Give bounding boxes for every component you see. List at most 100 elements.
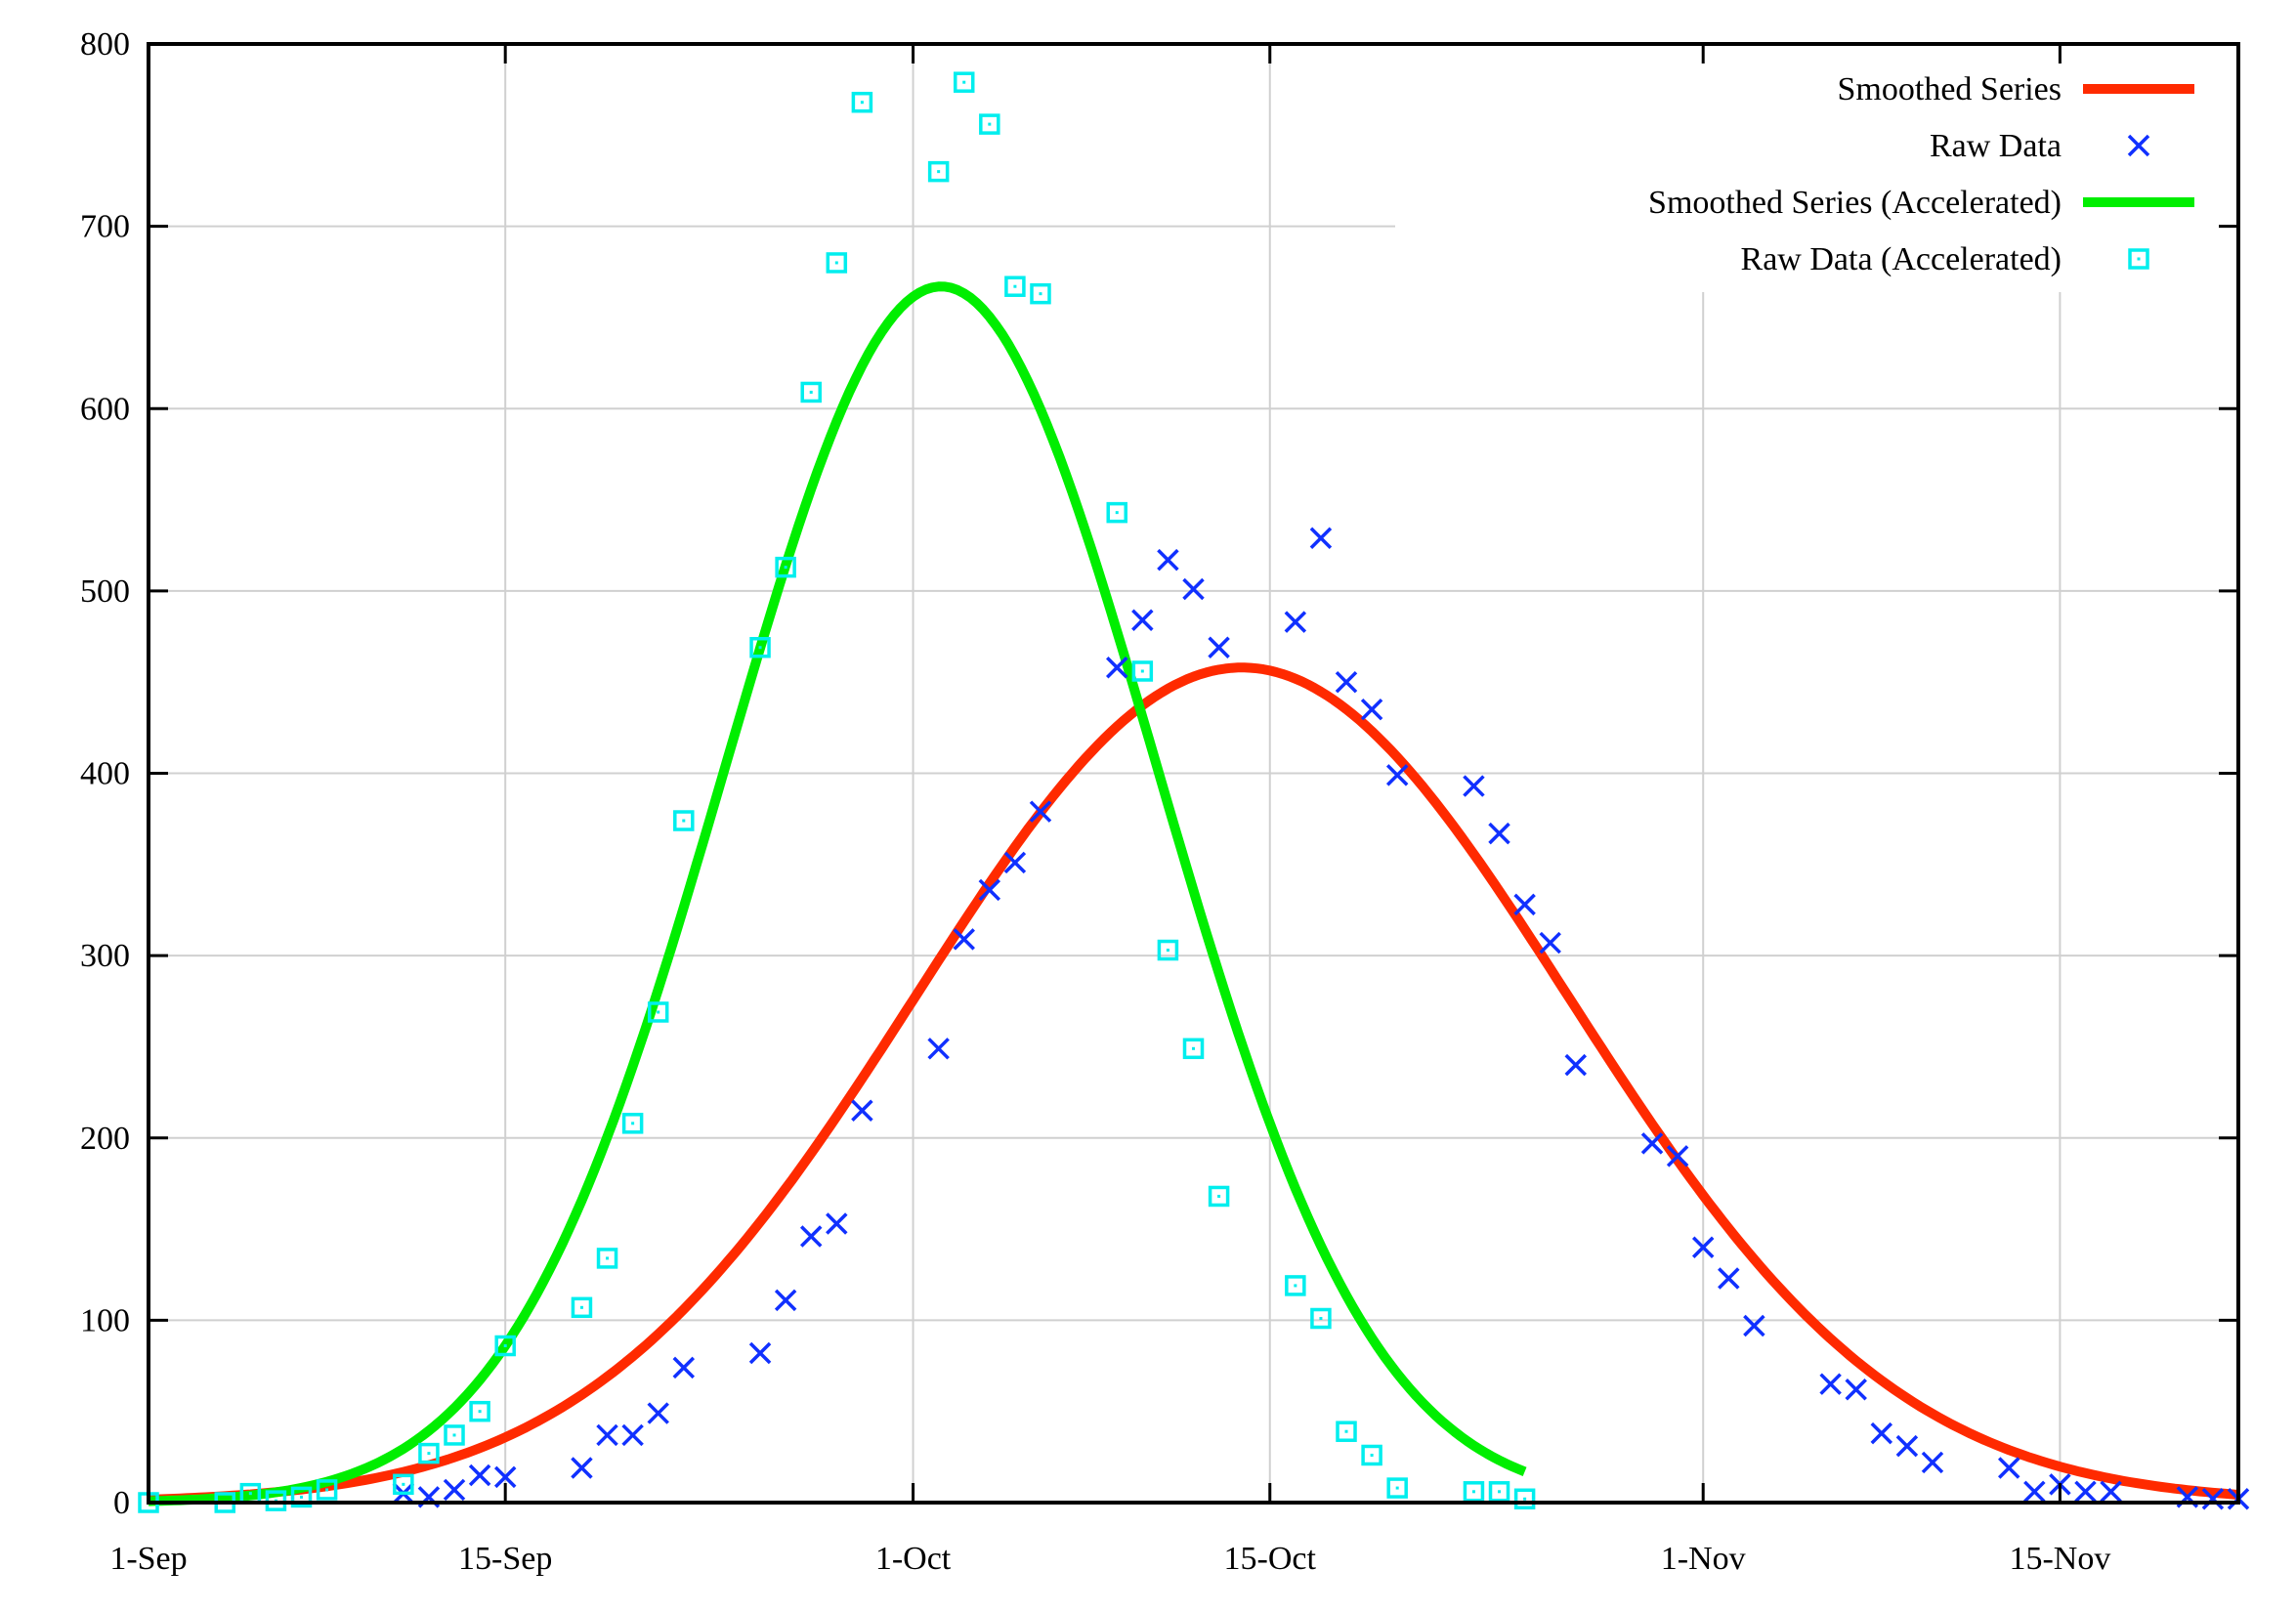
raw-data-point [748,1341,772,1365]
x-marker [621,1423,644,1447]
square-marker-dot [682,819,686,823]
raw-data-point [1360,698,1383,721]
raw-data-point [1208,636,1230,658]
accelerated-data-point [571,1296,593,1319]
accelerated-data-point [444,1424,465,1446]
square-marker [393,1473,414,1496]
accelerated-data-point [1488,1481,1510,1503]
accelerated-data-point [775,556,796,578]
x-marker [851,1099,873,1122]
square-marker-dot [657,1010,660,1014]
raw-data-point [826,1212,848,1235]
y-tick-label: 700 [80,209,130,245]
y-tick-label: 800 [80,26,130,63]
square-marker [826,252,848,274]
legend-entry: Raw Data (Accelerated) [1741,241,2149,277]
x-marker [1997,1457,2020,1479]
raw-data-point [1284,611,1307,633]
square-marker [775,556,796,578]
x-marker [774,1289,797,1312]
raw-data-point [1463,775,1485,797]
raw-data-point [1539,931,1561,954]
x-marker [927,1038,950,1060]
legend-x-marker-icon [2127,134,2150,157]
square-marker-dot [937,170,941,174]
y-tick-label: 100 [80,1302,130,1338]
x-marker [468,1464,491,1487]
square-marker [851,91,873,113]
x-marker [1921,1451,1944,1474]
square-marker-dot [860,101,864,105]
square-marker [1030,282,1051,305]
x-marker [1385,764,1409,786]
accelerated-data-point [393,1473,414,1496]
x-marker [1895,1434,1919,1458]
x-marker [1284,611,1307,633]
accelerated-data-point [826,252,848,274]
accelerated-data-point [1004,276,1026,297]
accelerated-data-point [1361,1444,1382,1466]
x-marker [1335,670,1358,694]
raw-data-point [1640,1132,1664,1155]
x-marker [1819,1373,1842,1395]
square-marker-dot [248,1492,252,1496]
raw-data-point [571,1457,593,1479]
x-marker [1666,1145,1689,1167]
x-marker [1488,822,1510,845]
raw-data-point [1106,657,1128,679]
square-marker-dot [631,1122,635,1125]
x-tick-label: 1-Nov [1661,1541,1746,1577]
accelerated-data-point [1463,1481,1485,1503]
square-marker-dot [427,1452,431,1456]
square-marker [1513,1488,1536,1510]
x-marker [1182,577,1205,601]
square-marker [1310,1307,1332,1330]
raw-data-point [1488,822,1510,845]
x-marker [2201,1488,2225,1510]
raw-data-point [1743,1314,1765,1337]
square-marker [647,1001,669,1023]
square-marker [1488,1481,1510,1503]
raw-data-point [1335,670,1358,694]
x-marker [1691,1236,1715,1258]
raw-data-point [1870,1421,1893,1445]
raw-data-point [2201,1488,2225,1510]
square-marker-dot [579,1305,583,1309]
square-marker-dot [988,122,992,126]
accelerated-data-point [1157,939,1179,961]
square-marker [953,71,975,93]
accelerated-data-point [469,1400,490,1422]
square-marker [1336,1421,1357,1442]
x-marker [799,1225,823,1248]
accelerated-data-point [1386,1477,1408,1499]
accelerated-data-point [1106,501,1127,524]
legend-entry: Raw Data [1930,128,2150,164]
x-marker [1743,1314,1765,1337]
accelerated-data-point [1336,1421,1357,1442]
series-line-2 [148,281,1527,1506]
x-marker [826,1212,848,1235]
square-marker-dot [1013,284,1017,288]
raw-data-point [1003,851,1027,874]
x-tick-label: 15-Oct [1224,1541,1317,1577]
square-marker-dot [834,261,838,265]
x-marker [1870,1421,1893,1445]
accelerated-data-point [979,113,1000,135]
grid [149,44,2238,1503]
square-marker [444,1424,465,1446]
square-marker-dot [1192,1046,1195,1050]
square-marker [1361,1444,1382,1466]
square-marker-dot [1294,1284,1297,1288]
raw-data-point [2023,1480,2046,1504]
square-marker-dot [1217,1194,1221,1198]
square-marker-dot [1523,1497,1527,1501]
x-marker [2100,1480,2122,1504]
x-tick-label: 15-Sep [458,1541,552,1577]
square-marker [290,1486,313,1508]
square-marker-dot [809,390,813,394]
x-marker [2023,1480,2046,1504]
square-marker [1386,1477,1408,1499]
x-marker [978,878,1001,902]
x-tick-label: 1-Oct [875,1541,952,1577]
